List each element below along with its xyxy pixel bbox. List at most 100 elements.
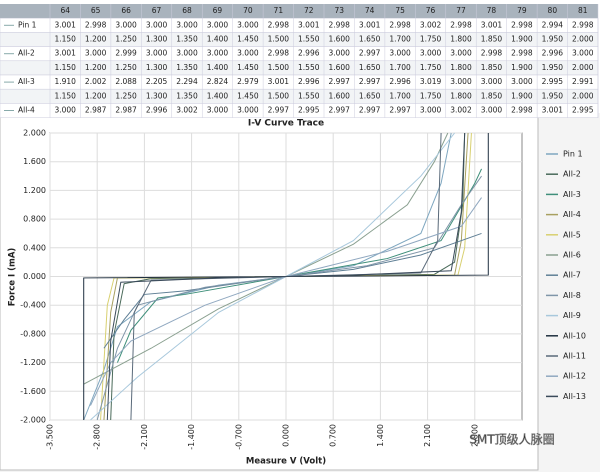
table-cell: 1.950 <box>542 63 564 72</box>
y-tick-label: -1.200 <box>20 358 46 367</box>
table-cell: 1.500 <box>268 63 290 72</box>
table-cell: 3.000 <box>572 49 594 58</box>
table-cell: 1.550 <box>298 91 320 100</box>
x-tick-label: -2.100 <box>140 424 149 450</box>
x-axis-label: Measure V (Volt) <box>246 457 326 467</box>
y-tick-label: 1.600 <box>23 157 46 166</box>
table-cell: 3.000 <box>481 106 503 115</box>
table-cell: 3.000 <box>146 20 168 29</box>
chart-title: I-V Curve Trace <box>248 119 324 129</box>
table-cell: 3.000 <box>237 49 259 58</box>
table-cell: 1.600 <box>328 91 350 100</box>
table-cell: 2.998 <box>511 106 533 115</box>
row-label: Pin 1 <box>18 20 37 29</box>
table-cell: 1.300 <box>146 91 168 100</box>
y-tick-label: -0.800 <box>20 329 46 338</box>
table-cell: 2.996 <box>389 77 411 86</box>
table-cell: 3.001 <box>268 77 290 86</box>
table-cell: 2.997 <box>359 77 381 86</box>
y-tick-label: 1.200 <box>23 186 46 195</box>
table-cell: 2.995 <box>572 106 594 115</box>
column-header: 74 <box>365 6 375 15</box>
table-cell: 3.001 <box>542 106 564 115</box>
table-cell: 1.150 <box>54 91 76 100</box>
table-cell: 1.200 <box>85 35 107 44</box>
table-cell: 1.400 <box>207 91 229 100</box>
table-cell: 3.000 <box>146 49 168 58</box>
table-cell: 1.910 <box>54 77 76 86</box>
legend-label: All-5 <box>563 230 581 239</box>
column-header: 66 <box>121 6 131 15</box>
table-cell: 2.998 <box>572 20 594 29</box>
table-cell: 2.998 <box>389 20 411 29</box>
table-cell: 1.150 <box>54 35 76 44</box>
table-cell: 1.600 <box>328 35 350 44</box>
table-cell: 3.000 <box>237 20 259 29</box>
table-cell: 1.700 <box>389 35 411 44</box>
table-cell: 2.000 <box>572 63 594 72</box>
legend-label: All-6 <box>563 251 581 260</box>
column-header: 71 <box>274 6 284 15</box>
column-header: 77 <box>456 6 466 15</box>
table-cell: 1.450 <box>237 91 259 100</box>
table-cell: 3.000 <box>176 49 198 58</box>
x-tick-label: -3.500 <box>46 424 55 450</box>
table-cell: 2.991 <box>572 77 594 86</box>
table-cell: 1.250 <box>115 91 137 100</box>
table-cell: 1.700 <box>389 63 411 72</box>
table-cell: 2.994 <box>542 20 564 29</box>
y-tick-label: 2.000 <box>23 129 46 138</box>
row-label: All-3 <box>18 77 35 86</box>
legend-label: All-2 <box>563 170 581 179</box>
series-line <box>90 197 482 406</box>
table-cell: 1.350 <box>176 63 198 72</box>
table-cell: 1.250 <box>115 63 137 72</box>
table-cell: 1.900 <box>511 91 533 100</box>
legend-label: All-3 <box>563 190 581 199</box>
table-cell: 1.800 <box>450 35 472 44</box>
table-cell: 1.400 <box>207 63 229 72</box>
table-cell: 3.002 <box>420 20 442 29</box>
legend-label: All-13 <box>563 392 586 401</box>
table-cell: 2.996 <box>146 106 168 115</box>
table-cell: 1.250 <box>115 35 137 44</box>
column-header: 78 <box>487 6 497 15</box>
column-header: 65 <box>91 6 101 15</box>
legend-label: All-12 <box>563 372 586 381</box>
table-cell: 1.350 <box>176 35 198 44</box>
x-tick-label: -2.800 <box>93 424 102 450</box>
table-cell: 1.750 <box>420 63 442 72</box>
table-cell: 2.997 <box>268 106 290 115</box>
table-cell: 1.900 <box>511 63 533 72</box>
table-cell: 3.002 <box>176 106 198 115</box>
series-line <box>83 132 449 385</box>
table-cell: 2.824 <box>207 77 229 86</box>
y-axis-label: Force I (mA) <box>8 248 18 307</box>
legend-label: All-7 <box>563 271 581 280</box>
table-cell: 1.800 <box>450 63 472 72</box>
table-cell: 1.750 <box>420 35 442 44</box>
column-header: 73 <box>334 6 344 15</box>
table-cell: 1.700 <box>389 91 411 100</box>
table-cell: 2.002 <box>85 77 107 86</box>
table-cell: 2.998 <box>328 20 350 29</box>
table-cell: 2.996 <box>542 49 564 58</box>
table-header-bg <box>0 4 598 19</box>
table-cell: 1.850 <box>481 63 503 72</box>
table-cell: 1.450 <box>237 63 259 72</box>
legend-label: All-10 <box>563 331 586 340</box>
series-line <box>106 132 466 421</box>
table-cell: 1.200 <box>85 63 107 72</box>
x-tick-label: 2.800 <box>470 424 479 447</box>
column-header: 70 <box>243 6 253 15</box>
table-cell: 1.650 <box>359 35 381 44</box>
column-header: 75 <box>395 6 405 15</box>
y-tick-label: 0.000 <box>23 272 46 281</box>
table-cell: 1.200 <box>85 91 107 100</box>
table-cell: 2.997 <box>328 77 350 86</box>
table-cell: 1.150 <box>54 63 76 72</box>
table-cell: 3.001 <box>54 49 76 58</box>
table-cell: 2.998 <box>268 20 290 29</box>
table-cell: 2.979 <box>237 77 259 86</box>
table-cell: 2.998 <box>481 49 503 58</box>
